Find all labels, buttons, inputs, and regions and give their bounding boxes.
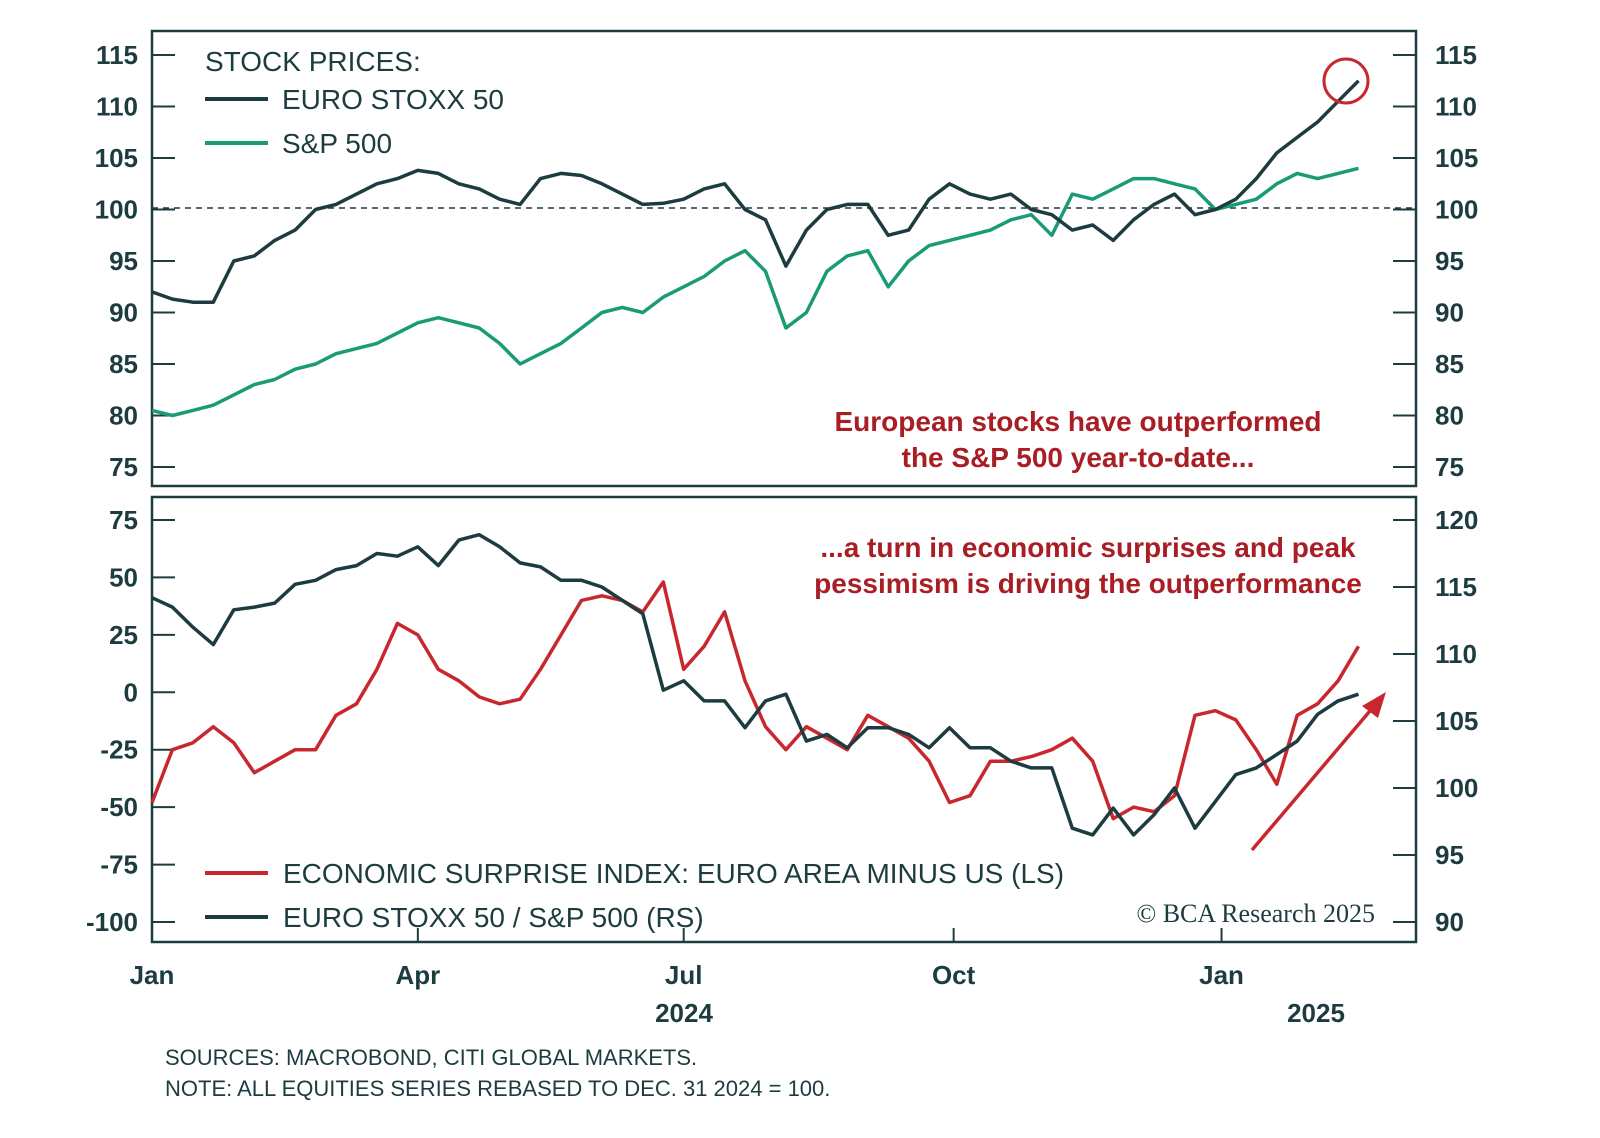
bottom-left-tick-label: -100 [86,907,138,937]
bottom-left-tick-label: -75 [100,850,138,880]
bottom-right-tick-label: 105 [1435,706,1478,736]
annotation-bottom-line1: ...a turn in economic surprises and peak [820,532,1356,563]
series-line-ratio [151,532,1360,837]
x-tick-label: Jan [130,960,175,990]
x-tick-label: Oct [932,960,976,990]
top-right-tick-label: 85 [1435,349,1464,379]
trend-arrow [1250,703,1377,852]
x-tick-label: Apr [395,960,440,990]
top-left-tick-label: 100 [95,195,138,225]
equities-note: NOTE: ALL EQUITIES SERIES REBASED TO DEC… [165,1076,830,1101]
series-line-eurostoxx [151,79,1360,304]
sources-note: SOURCES: MACROBOND, CITI GLOBAL MARKETS. [165,1045,697,1070]
bottom-right-tick-label: 100 [1435,773,1478,803]
top-right-tick-label: 75 [1435,452,1464,482]
bottom-panel-frame [150,495,1418,944]
legend-eurostoxx: EURO STOXX 50 [282,84,504,115]
legend-sp500: S&P 500 [282,128,392,159]
top-left-tick-label: 90 [109,298,138,328]
bottom-left-tick-label: 25 [109,620,138,650]
year-label-2025: 2025 [1287,998,1345,1028]
bottom-left-tick-label: 75 [109,505,138,535]
bottom-left-tick-label: 0 [124,677,138,707]
top-left-tick-label: 110 [96,92,138,122]
top-left-tick-label: 85 [109,349,138,379]
bottom-right-tick-label: 110 [1435,639,1477,669]
top-legend-title: STOCK PRICES: [205,46,421,77]
top-panel-frame [150,29,1418,488]
top-right-tick-label: 115 [1435,40,1477,70]
highlight-circle [1322,57,1370,105]
x-tick-label: Jul [665,960,703,990]
annotation-bottom-line2: pessimism is driving the outperformance [814,568,1362,599]
x-tick-label: Jan [1199,960,1244,990]
year-label-2024: 2024 [655,998,713,1028]
bottom-right-tick-label: 115 [1435,572,1477,602]
legend-ratio: EURO STOXX 50 / S&P 500 (RS) [283,902,704,933]
bottom-left-tick-label: -25 [100,735,138,765]
top-right-tick-label: 100 [1435,195,1478,225]
copyright: © BCA Research 2025 [1136,899,1375,928]
top-right-tick-label: 105 [1435,143,1478,173]
trend-arrow-head [1362,692,1386,718]
annotation-top-line2: the S&P 500 year-to-date... [902,442,1255,473]
legend-esi: ECONOMIC SURPRISE INDEX: EURO AREA MINUS… [283,858,1064,889]
top-left-tick-label: 75 [109,452,138,482]
top-left-tick-label: 95 [109,246,138,276]
top-left-tick-label: 105 [95,143,138,173]
top-left-tick-label: 80 [109,401,138,431]
annotation-top-line1: European stocks have outperformed [834,406,1321,437]
top-left-tick-label: 115 [96,40,138,70]
bottom-right-tick-label: 90 [1435,907,1464,937]
bottom-right-tick-label: 95 [1435,840,1464,870]
bottom-right-tick-label: 120 [1435,505,1478,535]
bottom-left-tick-label: 50 [109,562,138,592]
series-line-sp500 [151,166,1359,418]
bottom-left-tick-label: -50 [100,792,138,822]
top-right-tick-label: 90 [1435,298,1464,328]
top-right-tick-label: 95 [1435,246,1464,276]
series-line-esi [150,580,1361,821]
top-right-tick-label: 80 [1435,401,1464,431]
top-right-tick-label: 110 [1435,92,1477,122]
